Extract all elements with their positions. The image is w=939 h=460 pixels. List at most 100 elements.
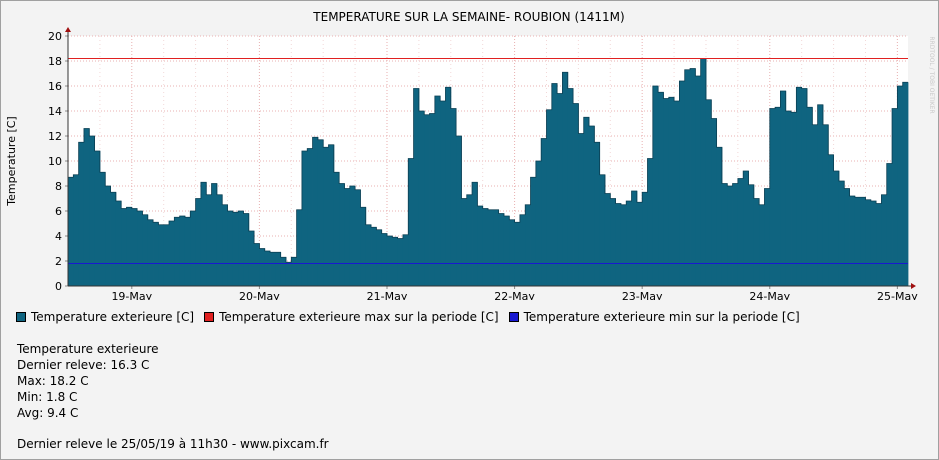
bar bbox=[493, 209, 500, 286]
legend-label-min: Temperature exterieure min sur la period… bbox=[523, 310, 800, 324]
bar bbox=[163, 224, 170, 286]
y-tick-label: 18 bbox=[48, 55, 62, 68]
bar bbox=[418, 111, 425, 286]
bar bbox=[174, 217, 181, 286]
summary-heading: Temperature exterieure bbox=[17, 342, 159, 356]
bars bbox=[68, 58, 909, 286]
bar bbox=[663, 98, 670, 286]
bar bbox=[541, 138, 547, 286]
bar bbox=[849, 196, 856, 286]
bar bbox=[833, 171, 840, 286]
bar bbox=[466, 194, 473, 286]
bar bbox=[264, 251, 271, 286]
y-tick-label: 8 bbox=[55, 180, 62, 193]
bar bbox=[312, 137, 319, 286]
bar bbox=[243, 213, 250, 286]
y-tick-label: 10 bbox=[48, 155, 62, 168]
bar bbox=[674, 101, 680, 286]
bar bbox=[604, 193, 611, 286]
bar bbox=[711, 118, 718, 286]
bar bbox=[828, 154, 834, 286]
bar bbox=[89, 136, 95, 286]
bar bbox=[822, 124, 829, 286]
bar bbox=[775, 107, 781, 286]
legend-item-min: Temperature exterieure min sur la period… bbox=[508, 310, 800, 324]
series-outline bbox=[68, 58, 908, 263]
bar bbox=[68, 177, 74, 286]
bar bbox=[137, 211, 143, 286]
bar bbox=[206, 194, 212, 286]
legend-label-temp: Temperature exterieure [C] bbox=[31, 310, 195, 324]
bar bbox=[567, 88, 574, 286]
bar bbox=[801, 88, 808, 286]
legend-item-temp: Temperature exterieure [C] bbox=[16, 310, 194, 324]
legend-label-max: Temperature exterieure max sur la period… bbox=[219, 310, 499, 324]
bar bbox=[684, 69, 691, 286]
bar bbox=[461, 198, 468, 286]
bar bbox=[413, 88, 420, 286]
bar bbox=[365, 224, 372, 286]
bar bbox=[115, 201, 122, 286]
bar bbox=[488, 209, 494, 286]
bar bbox=[498, 213, 505, 286]
bar bbox=[386, 236, 393, 286]
bar bbox=[583, 117, 590, 286]
bar bbox=[716, 147, 723, 286]
summary-min: Min: 1.8 C bbox=[17, 390, 78, 404]
x-tick-label: 19-May bbox=[111, 290, 152, 300]
bar bbox=[647, 158, 654, 286]
bar bbox=[860, 197, 866, 286]
bar bbox=[381, 233, 388, 286]
temperature-chart: TEMPERATURE SUR LA SEMAINE- ROUBION (141… bbox=[5, 10, 935, 300]
bar bbox=[344, 188, 351, 286]
summary-avg: Avg: 9.4 C bbox=[17, 406, 79, 420]
x-tick-label: 25-May bbox=[877, 290, 918, 300]
bar bbox=[94, 151, 101, 286]
bar bbox=[147, 219, 154, 286]
bar bbox=[535, 161, 542, 286]
bar bbox=[456, 136, 462, 286]
y-axis-arrow bbox=[65, 27, 71, 32]
chart-title: TEMPERATURE SUR LA SEMAINE- ROUBION (141… bbox=[312, 10, 624, 24]
bar bbox=[615, 203, 622, 286]
legend-swatch-max bbox=[204, 312, 215, 322]
bar bbox=[78, 142, 85, 286]
bar bbox=[737, 178, 744, 286]
y-tick-label: 12 bbox=[48, 130, 62, 143]
bar bbox=[360, 207, 367, 286]
y-tick-label: 16 bbox=[48, 80, 62, 93]
bar bbox=[195, 198, 202, 286]
bar bbox=[349, 186, 356, 286]
bar bbox=[806, 107, 813, 286]
bar bbox=[450, 108, 457, 286]
bar bbox=[339, 183, 345, 286]
bar bbox=[477, 206, 484, 286]
bar bbox=[472, 182, 478, 286]
bar bbox=[530, 177, 537, 286]
bar bbox=[110, 192, 117, 286]
summary-last: Dernier releve: 16.3 C bbox=[17, 358, 150, 372]
bar bbox=[854, 197, 861, 286]
bar bbox=[812, 124, 819, 286]
bar bbox=[121, 208, 127, 286]
bar bbox=[99, 172, 106, 286]
bar bbox=[222, 204, 228, 286]
bar bbox=[668, 97, 675, 286]
bar bbox=[557, 93, 563, 286]
bar bbox=[796, 87, 803, 286]
legend: Temperature exterieure [C] Temperature e… bbox=[16, 310, 810, 324]
bar bbox=[817, 104, 824, 286]
bar bbox=[270, 252, 276, 286]
bar bbox=[599, 174, 606, 286]
bar bbox=[780, 91, 787, 286]
footer-text: Dernier releve le 25/05/19 à 11h30 - www… bbox=[17, 437, 329, 451]
bar bbox=[301, 151, 308, 286]
bar bbox=[705, 99, 712, 286]
bar bbox=[184, 217, 191, 286]
bar bbox=[844, 188, 850, 286]
bar bbox=[259, 248, 266, 286]
bar bbox=[169, 221, 175, 286]
x-tick-label: 23-May bbox=[622, 290, 663, 300]
bar bbox=[769, 108, 776, 286]
bar bbox=[445, 87, 452, 286]
